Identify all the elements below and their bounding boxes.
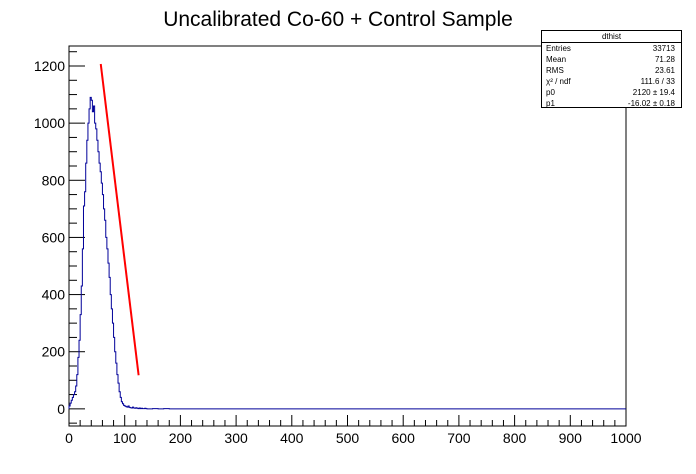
y-tick-label: 1200 <box>34 58 65 74</box>
y-tick-label: 0 <box>57 401 65 417</box>
x-tick-label: 600 <box>392 430 416 446</box>
x-axis: 0 100 200 300 400 500 600 700 800 900 1000 <box>65 415 642 446</box>
histogram-series <box>68 96 626 410</box>
x-tick-label: 300 <box>224 430 248 446</box>
y-tick-label: 400 <box>42 287 66 303</box>
stats-row-p1: p1 -16.02 ± 0.18 <box>542 98 681 109</box>
stats-key: p0 <box>546 88 555 97</box>
x-tick-label: 200 <box>169 430 193 446</box>
x-tick-label: 700 <box>447 430 471 446</box>
stats-key: Entries <box>546 44 571 53</box>
y-axis: 0 200 400 600 800 1000 1200 <box>34 51 85 424</box>
stats-value: 71.28 <box>654 55 675 64</box>
stats-value: 23.61 <box>654 66 675 75</box>
x-tick-label: 400 <box>280 430 304 446</box>
stats-value: 111.6 / 33 <box>640 77 675 86</box>
stats-key: RMS <box>546 66 564 75</box>
stats-value: -16.02 ± 0.18 <box>627 99 675 108</box>
x-tick-label: 500 <box>336 430 360 446</box>
stats-key: p1 <box>546 99 555 108</box>
stats-key: χ² / ndf <box>546 77 571 86</box>
stats-row-p0: p0 2120 ± 19.4 <box>542 87 681 98</box>
x-tick-label: 1000 <box>610 430 641 446</box>
stats-row-rms: RMS 23.61 <box>542 65 681 76</box>
stats-key: Mean <box>546 55 567 64</box>
stats-box: dthist Entries 33713 Mean 71.28 RMS 23.6… <box>541 30 682 108</box>
x-tick-label: 800 <box>503 430 527 446</box>
x-tick-label: 0 <box>65 430 73 446</box>
y-tick-label: 800 <box>42 172 66 188</box>
stats-title: dthist <box>542 31 681 43</box>
stats-value: 2120 ± 19.4 <box>632 88 675 97</box>
y-tick-label: 1000 <box>34 115 65 131</box>
x-tick-label: 900 <box>559 430 583 446</box>
stats-row-mean: Mean 71.28 <box>542 54 681 65</box>
fit-line <box>99 63 140 376</box>
stats-row-entries: Entries 33713 <box>542 43 681 54</box>
y-tick-label: 200 <box>42 344 66 360</box>
x-tick-label: 100 <box>113 430 137 446</box>
stats-row-chi2: χ² / ndf 111.6 / 33 <box>542 76 681 87</box>
y-tick-label: 600 <box>42 229 66 245</box>
stats-value: 33713 <box>652 44 675 53</box>
chart-title: Uncalibrated Co-60 + Control Sample <box>163 8 513 31</box>
